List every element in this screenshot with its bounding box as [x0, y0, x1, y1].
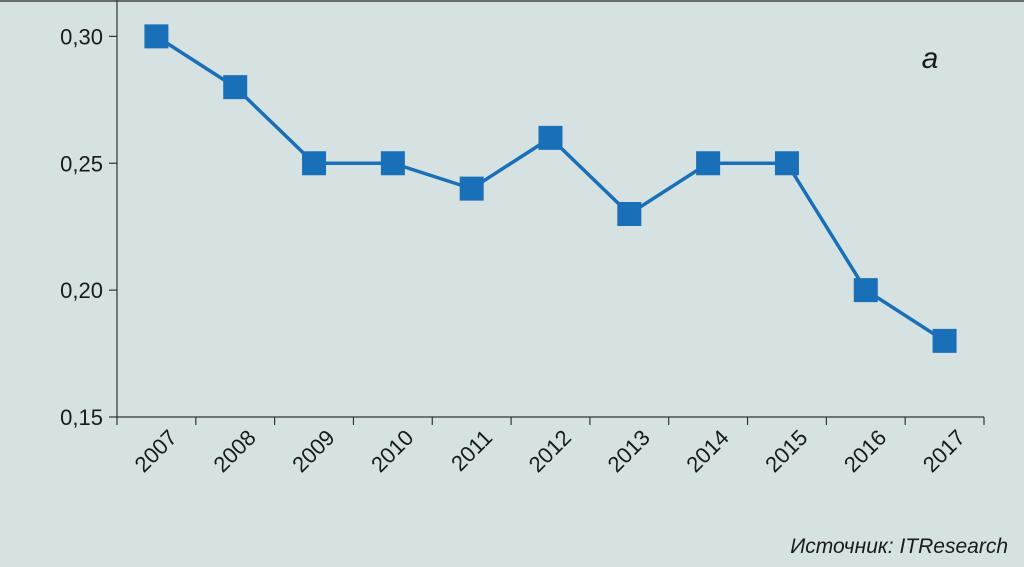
data-marker	[223, 75, 248, 100]
y-tick-label: 0,15	[60, 405, 103, 430]
data-marker	[302, 151, 327, 176]
data-marker	[380, 151, 405, 176]
data-marker	[144, 24, 169, 49]
data-marker	[853, 278, 878, 303]
y-tick-label: 0,20	[60, 278, 103, 303]
data-marker	[617, 202, 642, 226]
data-marker	[932, 328, 957, 353]
annotation: a	[922, 42, 939, 75]
data-marker	[538, 125, 563, 150]
y-tick-label: 0,25	[60, 151, 103, 176]
source-note: Источник: ITResearch	[790, 535, 1008, 558]
y-tick-label: 0,30	[60, 24, 103, 49]
data-marker	[696, 151, 721, 176]
data-marker	[459, 176, 484, 201]
data-marker	[774, 151, 799, 176]
